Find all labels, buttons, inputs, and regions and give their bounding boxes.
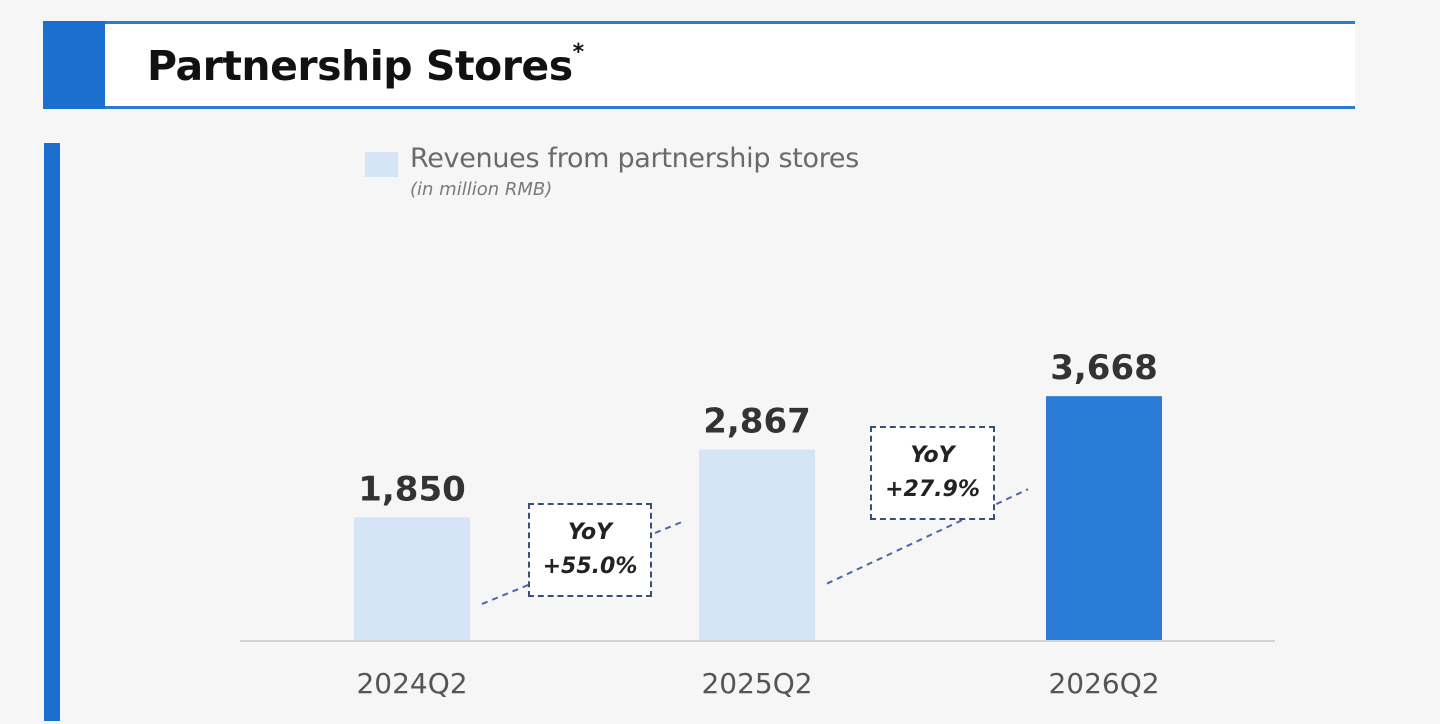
legend-unit-note: (in million RMB) [410,179,553,200]
x-tick-label-2024Q2: 2024Q2 [356,667,467,700]
chart-title: Partnership Stores* [147,40,585,90]
yoy-annotation-value: +27.9% [885,477,980,502]
chart-title-text: Partnership Stores [147,42,573,90]
yoy-annotation-label: YoY [910,443,955,468]
x-tick-labels-group: 2024Q2 2025Q2 2026Q2 [356,667,1159,700]
left-accent-rule [44,143,60,721]
x-tick-label-2026Q2: 2026Q2 [1048,667,1159,700]
bars-group [354,396,1162,641]
value-label-2024Q2: 1,850 [358,470,466,510]
title-band: Partnership Stores* [43,21,1355,109]
value-labels-group: 1,850 2,867 3,668 [358,348,1158,509]
legend-swatch [365,152,398,177]
bar-2025Q2 [699,449,815,641]
value-label-2025Q2: 2,867 [703,402,811,442]
value-label-2026Q2: 3,668 [1050,348,1158,388]
yoy-annotation-value: +55.0% [542,554,638,579]
yoy-annotation-box: YoY +27.9% [870,426,995,520]
yoy-connector-line [826,488,1029,585]
title-footnote-mark: * [572,40,585,66]
legend: Revenues from partnership stores (in mil… [365,143,925,213]
x-tick-label-2025Q2: 2025Q2 [701,667,812,700]
legend-label: Revenues from partnership stores [410,143,860,174]
title-accent-block [43,21,105,109]
bar-2024Q2 [354,517,470,641]
yoy-annotation-box: YoY +55.0% [528,503,652,597]
yoy-annotation-label: YoY [567,520,613,545]
bar-2026Q2 [1046,396,1162,641]
